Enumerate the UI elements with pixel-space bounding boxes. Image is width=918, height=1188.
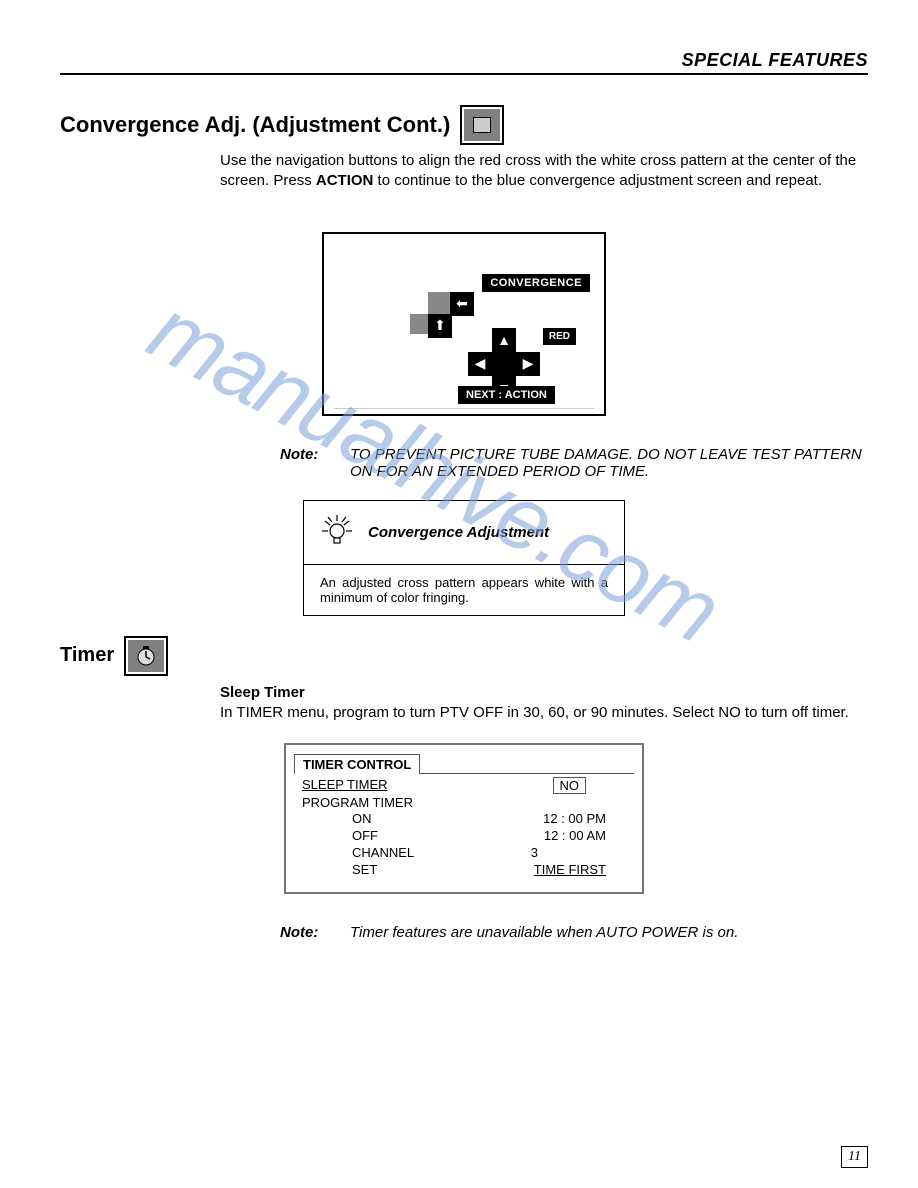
screen-convergence-label: CONVERGENCE bbox=[482, 274, 590, 292]
sleep-timer-value: NO bbox=[553, 777, 587, 794]
note-1: Note: TO PREVENT PICTURE TUBE DAMAGE. DO… bbox=[280, 446, 868, 480]
channel-label: CHANNEL bbox=[352, 845, 414, 860]
timer-heading-row: Timer bbox=[60, 636, 868, 676]
convergence-heading-row: Convergence Adj. (Adjustment Cont.) bbox=[60, 105, 868, 145]
lightbulb-icon bbox=[320, 513, 354, 552]
note2-text: Timer features are unavailable when AUTO… bbox=[350, 924, 738, 941]
sleep-timer-heading: Sleep Timer bbox=[220, 684, 868, 701]
screen-red-label: RED bbox=[543, 328, 576, 345]
dpad-left-icon: ◀ bbox=[468, 352, 492, 376]
header-rule: SPECIAL FEATURES bbox=[60, 50, 868, 75]
body-post: to continue to the blue convergence adju… bbox=[373, 172, 822, 189]
set-label: SET bbox=[352, 862, 377, 877]
on-value: 12 : 00 PM bbox=[543, 811, 606, 826]
dpad-right-icon: ▶ bbox=[516, 352, 540, 376]
page-number: 11 bbox=[841, 1146, 868, 1168]
convergence-title: Convergence Adj. (Adjustment Cont.) bbox=[60, 112, 450, 138]
screen-next-label: NEXT : ACTION bbox=[458, 386, 555, 404]
header-title: SPECIAL FEATURES bbox=[682, 50, 868, 70]
sleep-timer-label: SLEEP TIMER bbox=[302, 777, 388, 794]
channel-value: 3 bbox=[531, 845, 538, 860]
off-label: OFF bbox=[352, 828, 378, 843]
timer-icon bbox=[124, 636, 168, 676]
set-value: TIME FIRST bbox=[534, 862, 606, 877]
note2-label: Note: bbox=[280, 924, 330, 941]
tip-box: Convergence Adjustment An adjusted cross… bbox=[303, 500, 625, 616]
note1-label: Note: bbox=[280, 446, 330, 480]
timer-control-box: TIMER CONTROL SLEEP TIMER NO PROGRAM TIM… bbox=[284, 743, 644, 894]
off-value: 12 : 00 AM bbox=[544, 828, 606, 843]
program-timer-label: PROGRAM TIMER bbox=[302, 795, 626, 810]
note-2: Note: Timer features are unavailable whe… bbox=[280, 924, 868, 941]
tip-body: An adjusted cross pattern appears white … bbox=[304, 565, 624, 615]
convergence-screen: CONVERGENCE ⬅ ⬆ ▲ ▼ ◀ ▶ RED NEXT : ACTIO… bbox=[322, 232, 606, 416]
timer-title: Timer bbox=[60, 644, 114, 667]
timer-tab: TIMER CONTROL bbox=[294, 754, 420, 774]
convergence-body: Use the navigation buttons to align the … bbox=[220, 151, 868, 192]
dpad-up-icon: ▲ bbox=[492, 328, 516, 352]
on-label: ON bbox=[352, 811, 372, 826]
note1-text: TO PREVENT PICTURE TUBE DAMAGE. DO NOT L… bbox=[350, 446, 868, 480]
arrow-left-icon: ⬅ bbox=[450, 292, 474, 316]
body-bold: ACTION bbox=[316, 172, 374, 189]
tip-title: Convergence Adjustment bbox=[368, 524, 549, 541]
timer-body: In TIMER menu, program to turn PTV OFF i… bbox=[220, 703, 868, 723]
arrow-up-icon: ⬆ bbox=[428, 314, 452, 338]
convergence-icon bbox=[460, 105, 504, 145]
